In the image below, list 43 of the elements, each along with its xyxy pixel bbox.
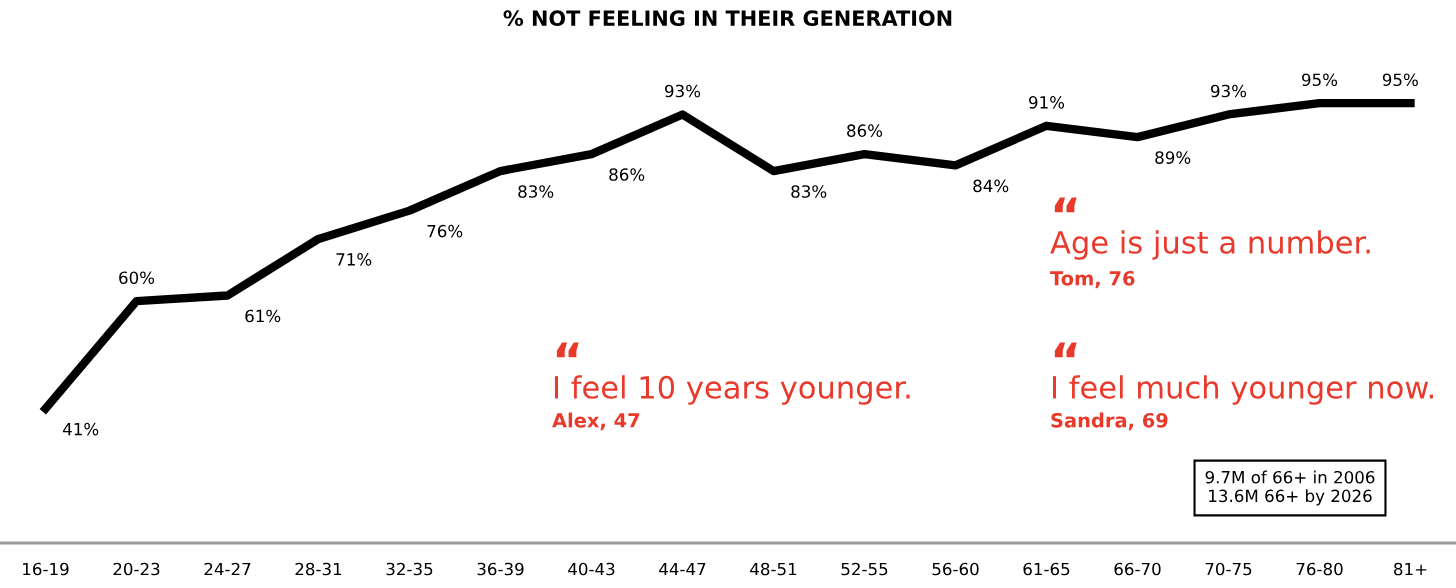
- annotation: I feel 10 years younger.: [555, 375, 910, 405]
- x-tick-label: 40-43: [568, 562, 615, 576]
- data-label: 71%: [336, 253, 372, 266]
- annotation: “: [1054, 342, 1077, 358]
- text: Sandra, 69: [1051, 412, 1168, 431]
- annotation: Age is just a number.: [1050, 230, 1370, 260]
- data-label: 91%: [1029, 96, 1065, 109]
- data-label: 86%: [847, 124, 883, 137]
- x-tick-label: 16-19: [23, 562, 69, 576]
- annotation: Tom, 76: [1050, 270, 1135, 289]
- x-tick-label: 32-35: [386, 562, 433, 576]
- x-tick-label: 70-75: [1205, 562, 1252, 576]
- text: 9.7M of 66+ in 2006 13.6M 66+ by 2026: [1205, 470, 1375, 506]
- data-label: 41%: [62, 422, 99, 436]
- x-tick-label: 48-51: [750, 562, 797, 576]
- data-label: 83%: [791, 185, 827, 198]
- x-tick-label: 81+: [1394, 562, 1427, 576]
- data-label: 86%: [609, 168, 645, 181]
- x-tick-label: 24-27: [204, 562, 251, 576]
- annotation: “: [556, 342, 579, 358]
- data-label: 83%: [518, 185, 554, 198]
- x-tick-label: 28-31: [295, 562, 342, 576]
- text: Alex, 47: [552, 412, 640, 431]
- data-label: 84%: [973, 179, 1009, 193]
- data-label: 93%: [665, 84, 701, 98]
- annotation: I feel much younger now.: [1053, 375, 1433, 405]
- x-tick-label: 52-55: [841, 562, 888, 576]
- data-label: 95%: [1302, 73, 1338, 87]
- x-tick-label: 36-39: [477, 562, 524, 576]
- data-label: 89%: [1155, 151, 1191, 164]
- data-label: 60%: [119, 271, 155, 285]
- data-label: 61%: [245, 309, 281, 323]
- x-tick-label: 44-47: [659, 562, 706, 576]
- x-tick-label: 56-60: [932, 562, 979, 576]
- x-tick-label: 20-23: [113, 562, 160, 576]
- x-tick-label: 66-70: [1114, 562, 1161, 576]
- x-tick-label: 76-80: [1296, 562, 1343, 576]
- x-tick-label: 61-65: [1023, 562, 1070, 576]
- chart-title: % NOT FEELING IN THEIR GENERATION: [503, 10, 952, 27]
- data-label: 93%: [1211, 84, 1247, 98]
- data-label: 76%: [427, 224, 463, 238]
- annotation: “: [1054, 197, 1077, 213]
- data-label: 95%: [1382, 73, 1418, 87]
